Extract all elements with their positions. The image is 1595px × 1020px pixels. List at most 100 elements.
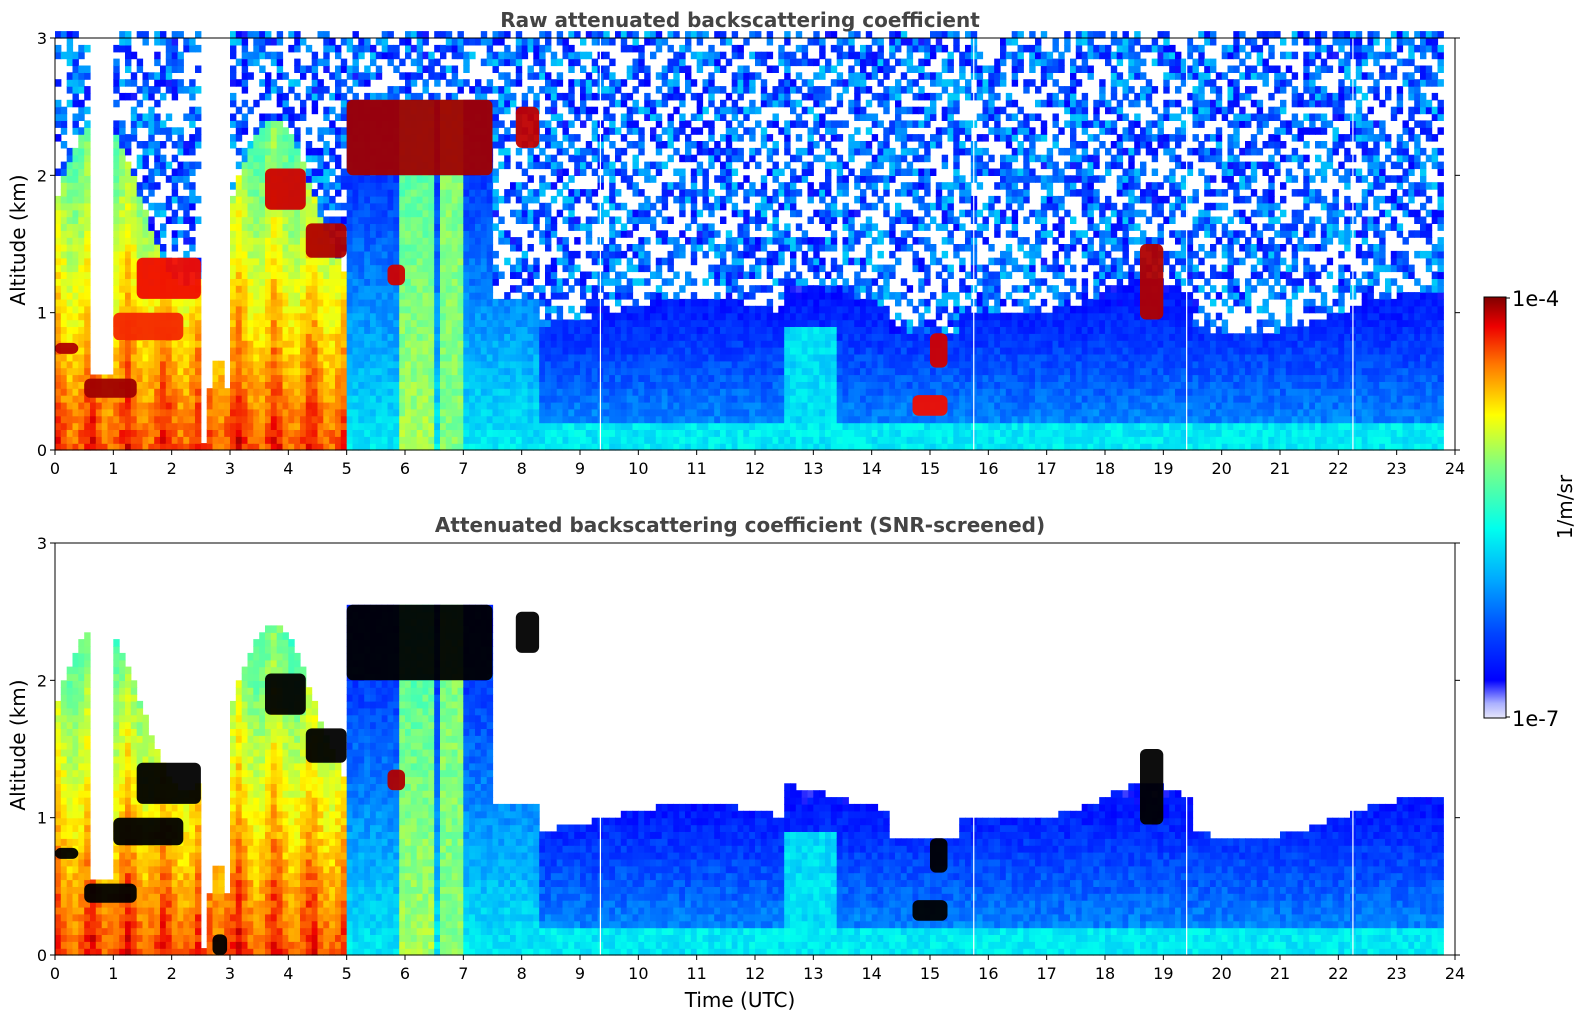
heat-cell	[510, 347, 517, 355]
heat-cell	[620, 326, 628, 334]
heat-cell	[206, 422, 214, 430]
heat-cell	[142, 429, 149, 437]
heat-cell	[533, 347, 540, 355]
heat-cell	[451, 72, 459, 80]
heat-cell	[440, 31, 447, 39]
heat-cell	[399, 436, 406, 444]
heat-cell	[282, 141, 289, 149]
heat-cell	[218, 401, 225, 410]
heat-cell	[434, 285, 441, 293]
heat-cell	[340, 285, 348, 293]
heat-cell	[78, 401, 85, 410]
heat-cell	[142, 154, 149, 163]
heat-cell	[364, 278, 371, 286]
heat-cell	[288, 292, 295, 300]
heat-cell	[119, 429, 126, 437]
heat-cell	[667, 44, 674, 53]
heat-cell	[171, 237, 179, 245]
heat-cell	[218, 436, 225, 444]
heat-cell	[463, 326, 470, 334]
heat-cell	[311, 367, 319, 376]
heat-cell	[556, 141, 564, 149]
heat-cell	[125, 237, 132, 245]
heat-cell	[259, 415, 266, 424]
heat-cell	[603, 360, 610, 369]
heat-cell	[317, 381, 324, 389]
heat-cell	[165, 134, 173, 142]
heat-cell	[504, 429, 511, 437]
heat-cell	[113, 189, 120, 197]
heat-cell	[475, 92, 482, 101]
heat-cell	[119, 120, 126, 128]
heat-cell	[171, 360, 179, 369]
heat-cell	[177, 347, 184, 355]
heat-cell	[410, 250, 418, 259]
heat-cell	[72, 175, 79, 183]
heat-cell	[276, 127, 284, 135]
heat-cell	[463, 443, 470, 451]
heat-cell	[142, 113, 149, 121]
heat-cell	[375, 429, 383, 437]
heat-cell	[300, 305, 307, 314]
heat-cell	[335, 422, 342, 430]
heat-cell	[154, 154, 161, 163]
heat-cell	[113, 305, 120, 314]
heat-cell	[370, 340, 377, 348]
heat-cell	[545, 374, 552, 382]
heat-cell	[305, 347, 313, 355]
heat-cell	[545, 209, 552, 218]
heat-cell	[498, 429, 505, 437]
heat-cell	[480, 250, 488, 259]
heat-cell	[270, 141, 278, 149]
heat-cell	[492, 381, 499, 389]
heat-cell	[335, 141, 342, 149]
heat-cell	[644, 31, 651, 39]
heat-cell	[288, 312, 295, 321]
heat-cell	[580, 147, 587, 156]
heat-cell	[130, 264, 138, 273]
heat-cell	[55, 408, 62, 417]
heat-cell	[282, 113, 289, 121]
heat-cell	[527, 333, 534, 341]
heat-cell	[387, 244, 394, 252]
heat-cell	[615, 353, 622, 362]
heat-cell	[60, 168, 68, 176]
heat-cell	[241, 319, 249, 327]
heat-cell	[265, 305, 272, 314]
heat-cell	[679, 285, 686, 293]
heat-cell	[288, 305, 295, 314]
heat-cell	[154, 388, 161, 396]
heat-cell	[650, 51, 657, 60]
heat-cell	[241, 436, 249, 444]
heat-cell	[632, 408, 639, 417]
heat-cell	[294, 401, 301, 410]
heat-cell	[165, 65, 173, 73]
heat-cell	[574, 415, 581, 424]
heat-cell	[282, 230, 289, 238]
heat-cell	[247, 422, 254, 430]
heat-cell	[673, 401, 680, 410]
heat-cell	[323, 161, 330, 170]
heat-cell	[539, 292, 546, 300]
heat-cell	[125, 340, 132, 348]
heat-cell	[259, 395, 266, 403]
heat-cell	[78, 408, 85, 417]
heat-cell	[183, 305, 190, 314]
heat-cell	[533, 44, 540, 53]
heat-cell	[253, 305, 260, 314]
heat-cell	[230, 72, 237, 80]
heat-cell	[72, 154, 79, 163]
heat-cell	[539, 209, 546, 218]
heat-cell	[113, 175, 120, 183]
heat-cell	[498, 58, 505, 67]
heat-cell	[317, 154, 324, 163]
heat-cell	[311, 271, 319, 279]
heat-cell	[259, 44, 266, 53]
heat-cell	[620, 147, 628, 156]
heat-cell	[416, 436, 424, 444]
heat-cell	[615, 189, 622, 197]
heat-cell	[125, 175, 132, 183]
heat-cell	[387, 347, 394, 355]
heat-cell	[265, 422, 272, 430]
heat-cell	[282, 292, 289, 300]
